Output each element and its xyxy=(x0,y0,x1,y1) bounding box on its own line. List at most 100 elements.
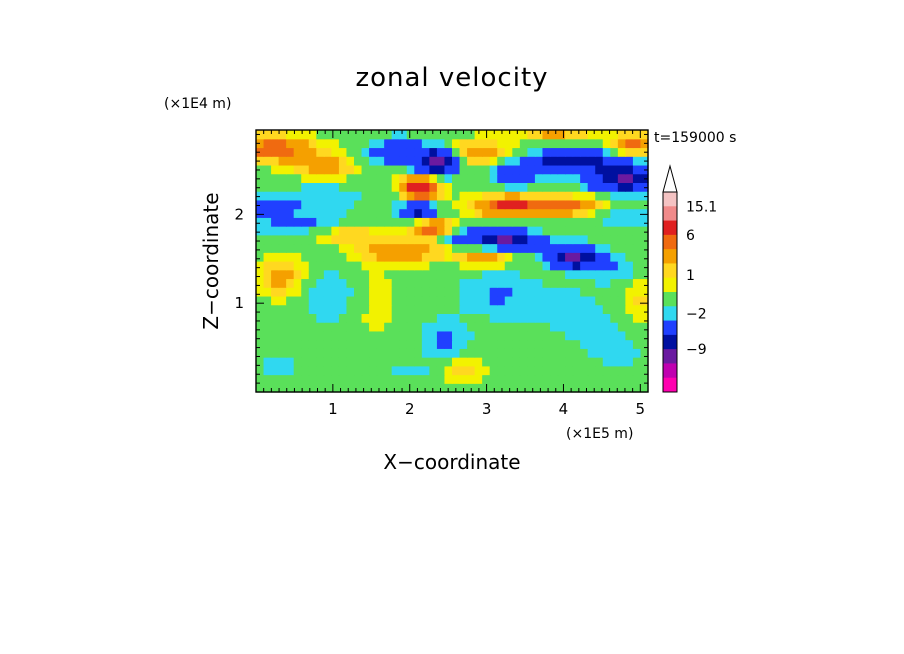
field-cell xyxy=(293,269,302,280)
field-cell xyxy=(308,138,317,149)
field-cell xyxy=(286,278,295,288)
field-cell xyxy=(256,383,265,393)
field-cell xyxy=(550,357,559,367)
field-cell xyxy=(361,322,370,332)
field-cell xyxy=(474,287,483,297)
field-cell xyxy=(316,348,325,358)
field-cell xyxy=(550,130,559,140)
y-tick-label: 2 xyxy=(234,205,244,223)
field-cell xyxy=(640,330,649,341)
field-cell xyxy=(444,339,453,349)
field-cell xyxy=(550,383,559,393)
field-cell xyxy=(316,339,325,349)
field-cell xyxy=(444,348,453,358)
field-cell xyxy=(436,173,446,183)
field-cell xyxy=(497,357,506,367)
field-cell xyxy=(595,348,604,358)
field-cell xyxy=(271,304,280,314)
field-cell xyxy=(640,322,649,332)
field-cell xyxy=(602,269,611,280)
field-cell xyxy=(256,234,265,245)
field-cell xyxy=(436,234,446,245)
field-cell xyxy=(361,295,370,306)
field-cell xyxy=(323,199,332,210)
field-cell xyxy=(489,147,498,157)
field-cell xyxy=(286,330,295,341)
field-cell xyxy=(640,278,649,288)
field-cell xyxy=(444,173,453,183)
field-cell xyxy=(595,191,604,201)
field-cell xyxy=(565,304,574,314)
field-cell xyxy=(293,261,302,271)
field-cell xyxy=(331,322,340,332)
field-cell xyxy=(369,226,378,236)
field-cell xyxy=(399,147,408,157)
field-cell xyxy=(640,348,649,358)
colorbar-label: −9 xyxy=(686,342,707,358)
field-cell xyxy=(331,269,340,280)
field-cell xyxy=(429,173,438,183)
field-cell xyxy=(527,173,536,183)
field-cell xyxy=(542,278,551,288)
field-cell xyxy=(384,138,393,149)
field-cell xyxy=(263,304,272,314)
field-cell xyxy=(610,156,619,166)
field-cell xyxy=(271,226,280,236)
field-cell xyxy=(256,191,265,201)
field-cell xyxy=(354,217,363,227)
field-cell xyxy=(632,173,642,183)
field-cell xyxy=(444,234,453,245)
field-cell xyxy=(308,357,317,367)
field-cell xyxy=(256,217,265,227)
field-cell xyxy=(256,199,265,210)
field-cell xyxy=(429,269,438,280)
field-cell xyxy=(610,348,619,358)
field-cell xyxy=(489,287,498,297)
field-cell xyxy=(550,147,559,157)
field-cell xyxy=(534,234,544,245)
field-cell xyxy=(286,217,295,227)
field-cell xyxy=(429,147,438,157)
field-cell xyxy=(595,217,604,227)
field-cell xyxy=(519,130,528,140)
field-cell xyxy=(331,234,340,245)
field-cell xyxy=(519,339,528,349)
field-cell xyxy=(474,234,483,245)
field-cell xyxy=(338,304,348,314)
field-cell xyxy=(301,226,310,236)
field-cell xyxy=(550,138,559,149)
field-cell xyxy=(263,365,272,376)
field-cell xyxy=(414,164,423,175)
field-cell xyxy=(256,278,265,288)
field-cell xyxy=(338,357,348,367)
field-cell xyxy=(391,243,400,253)
field-cell xyxy=(399,199,408,210)
field-cell xyxy=(286,208,295,218)
field-cell xyxy=(572,182,581,192)
field-cell xyxy=(625,322,634,332)
field-cell xyxy=(263,226,272,236)
field-cell xyxy=(436,304,446,314)
field-cell xyxy=(489,252,498,262)
field-cell xyxy=(587,234,596,245)
field-cell xyxy=(542,365,551,376)
field-cell xyxy=(482,182,491,192)
field-cell xyxy=(580,182,589,192)
field-cell xyxy=(361,234,370,245)
field-cell xyxy=(369,383,378,393)
field-cell xyxy=(278,304,287,314)
field-cell xyxy=(595,199,604,210)
field-cell xyxy=(572,130,581,140)
field-cell xyxy=(263,147,272,157)
field-cell xyxy=(632,365,642,376)
field-cell xyxy=(565,339,574,349)
field-cell xyxy=(602,208,611,218)
field-cell xyxy=(610,313,619,323)
field-cell xyxy=(354,278,363,288)
field-cell xyxy=(436,374,446,384)
field-cell xyxy=(436,182,446,192)
field-cell xyxy=(293,217,302,227)
colorbar: 15.161−2−9 xyxy=(662,164,717,393)
field-cell xyxy=(550,330,559,341)
field-cell xyxy=(467,217,476,227)
